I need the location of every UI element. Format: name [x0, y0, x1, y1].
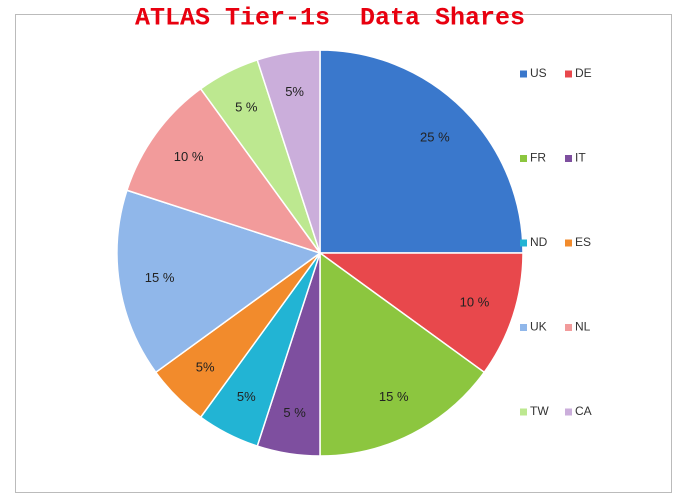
legend-label: DE	[575, 66, 592, 80]
legend-swatch	[520, 324, 527, 331]
legend-label: NL	[575, 320, 591, 334]
pie-slice	[116, 189, 322, 374]
legend-label: TW	[530, 404, 549, 418]
slice-label: 15 %	[145, 270, 175, 285]
pie-slice	[256, 49, 321, 254]
slice-label: 5 %	[283, 405, 306, 420]
legend-label: US	[530, 66, 547, 80]
legend-swatch	[565, 324, 572, 331]
legend-swatch	[520, 70, 527, 78]
slice-label: 5%	[285, 84, 304, 99]
legend-label: CA	[575, 404, 592, 418]
legend-label: ND	[530, 235, 548, 249]
legend-label: ES	[575, 235, 591, 249]
legend-swatch	[565, 155, 572, 162]
legend-swatch	[565, 70, 572, 78]
legend-label: FR	[530, 151, 546, 165]
legend-swatch	[565, 408, 572, 416]
legend-swatch	[520, 239, 527, 247]
slice-label: 5%	[196, 359, 215, 374]
legend-label: UK	[530, 320, 547, 334]
pie-slice	[319, 49, 524, 254]
legend-swatch	[520, 155, 527, 162]
slice-label: 5%	[237, 389, 256, 404]
slice-label: 5 %	[235, 100, 258, 115]
pie-slice	[319, 251, 486, 457]
pie-slice	[317, 252, 524, 374]
slice-label: 10 %	[460, 295, 490, 310]
slice-label: 15 %	[379, 389, 409, 404]
legend-swatch	[520, 408, 527, 416]
slice-label: 25 %	[420, 130, 450, 145]
legend-label: IT	[575, 151, 586, 165]
slice-label: 10 %	[174, 149, 204, 164]
chart-title: ATLAS Tier-1s Data Shares	[135, 4, 525, 33]
legend-swatch	[565, 239, 572, 247]
pie-slice	[125, 87, 322, 255]
